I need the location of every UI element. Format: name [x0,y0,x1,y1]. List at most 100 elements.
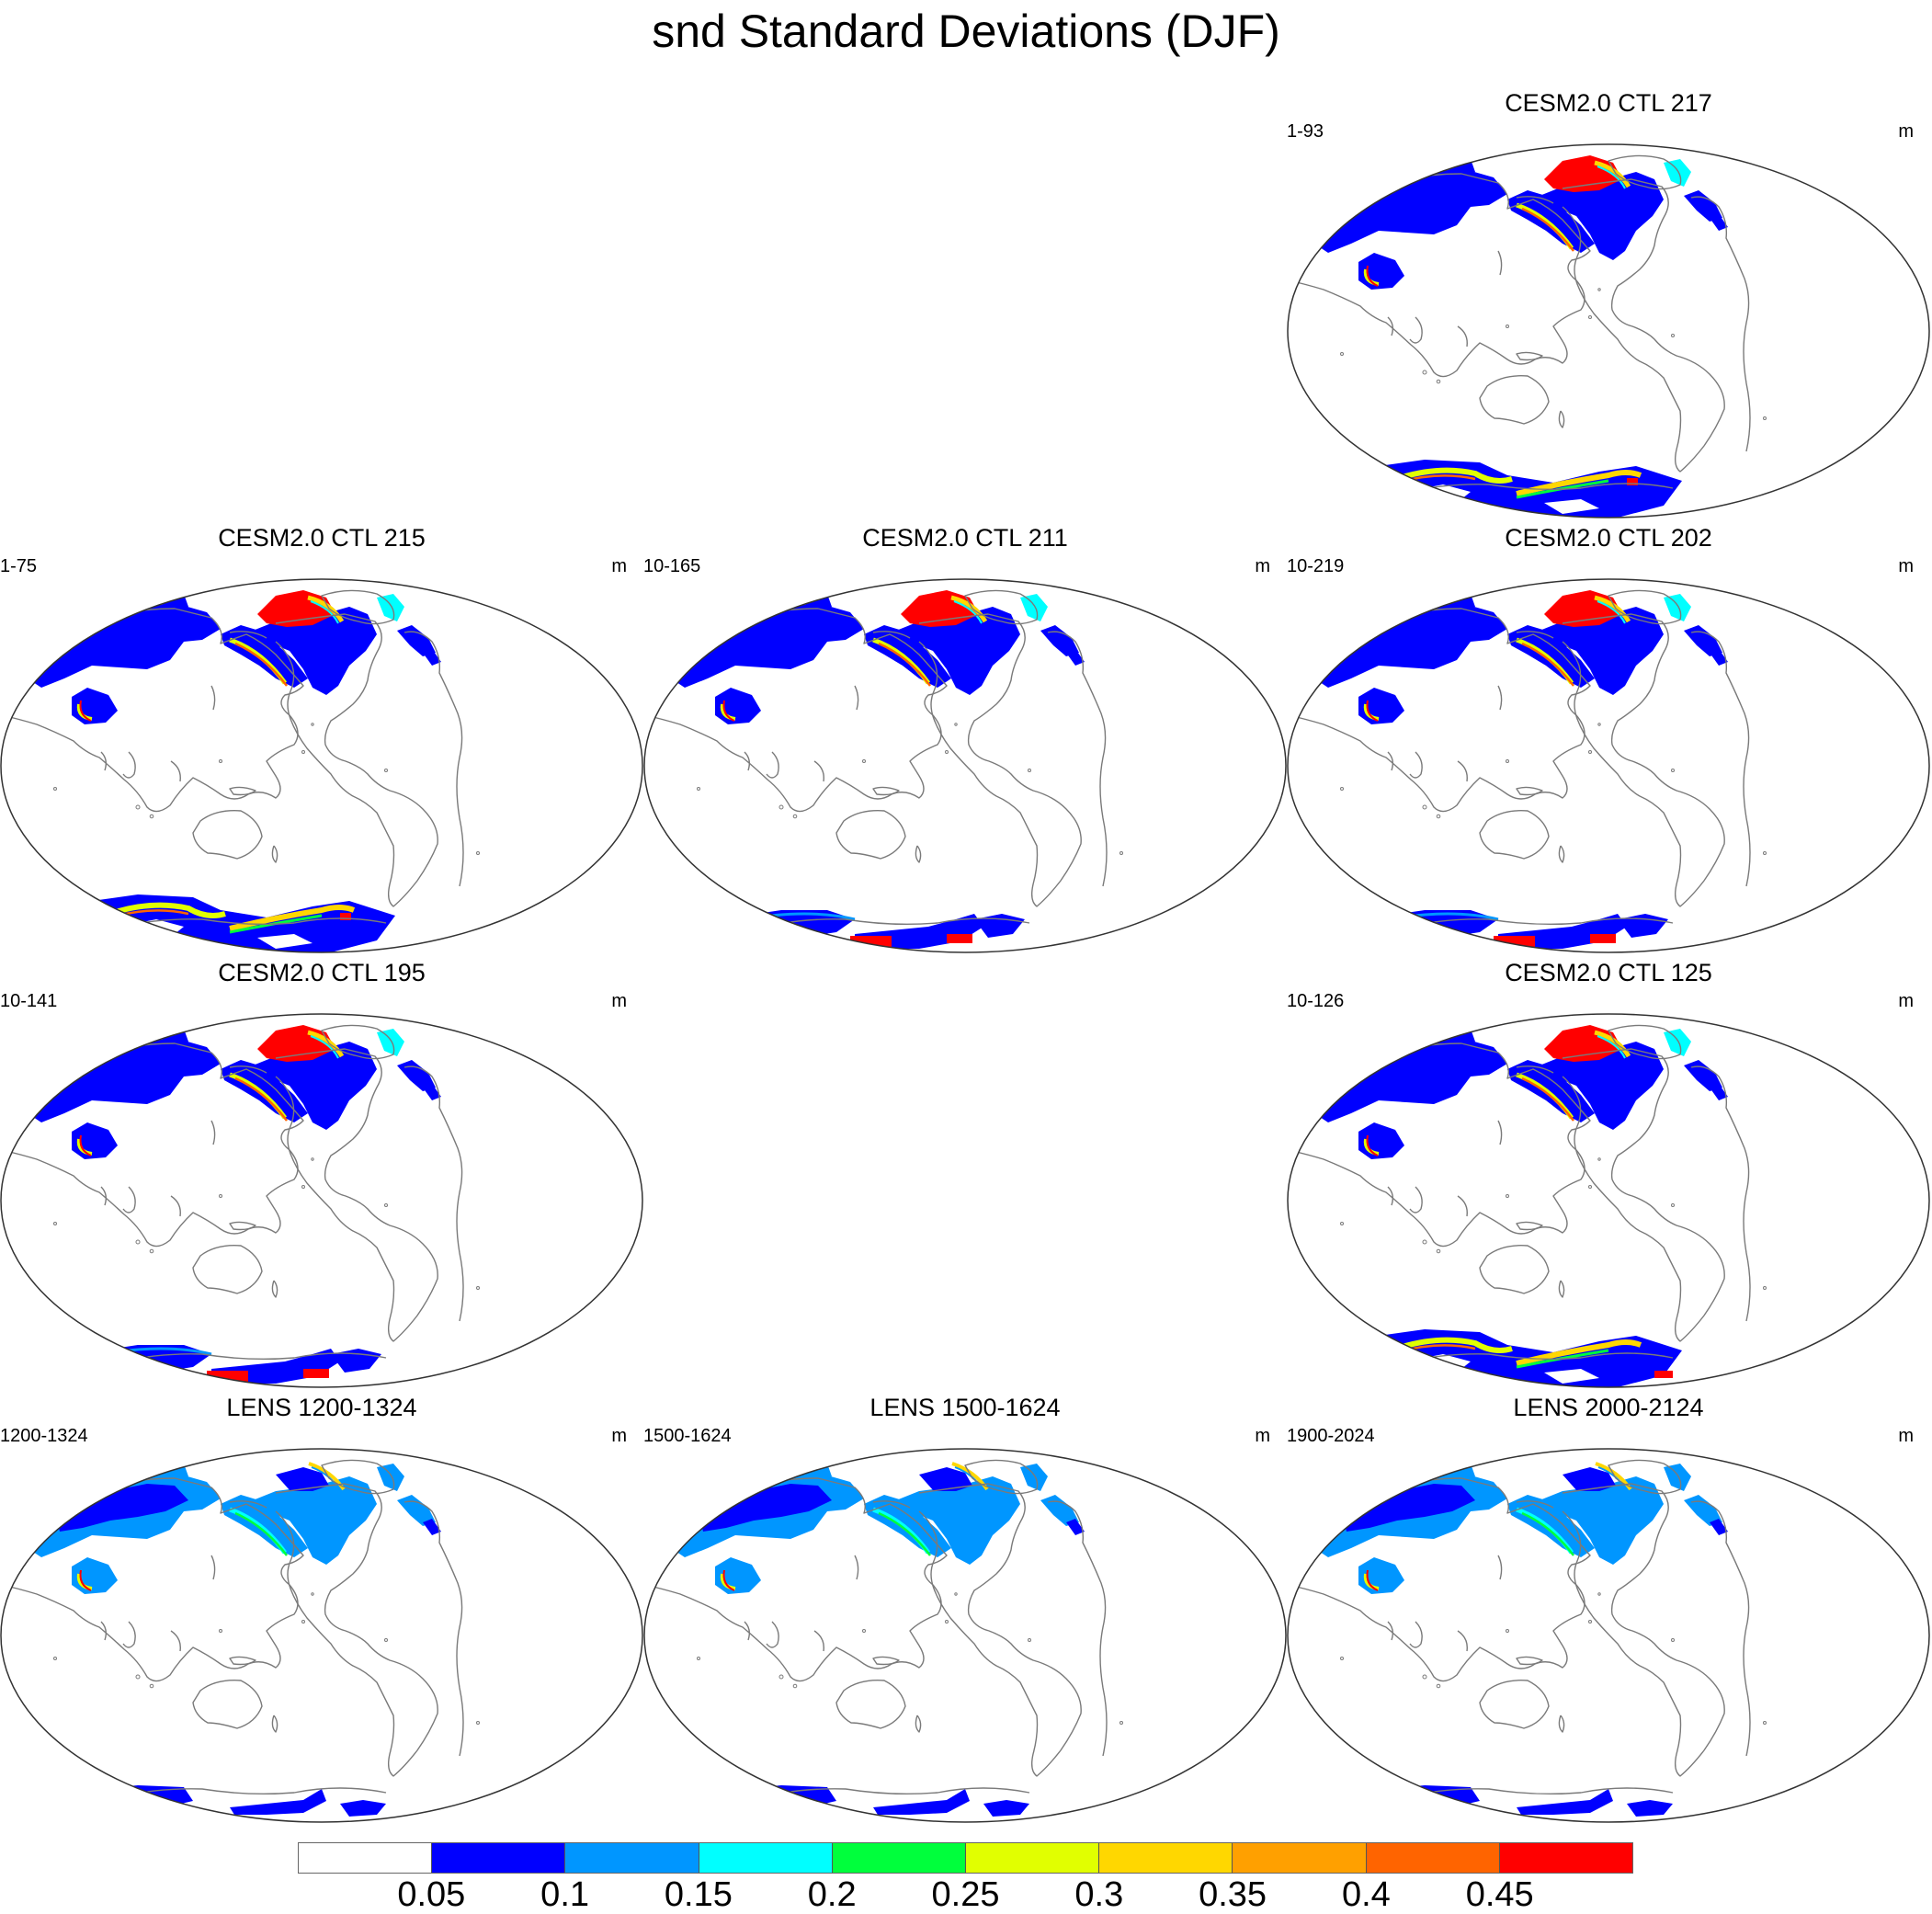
colorbar-labels: 0.05 0.1 0.15 0.2 0.25 0.3 0.35 0.4 0.45 [298,1875,1633,1914]
snow-field [1684,1495,1722,1526]
map-border [643,578,1287,953]
map-border [0,1013,643,1388]
colorbar-box [698,1843,832,1873]
japan-coast [210,1555,216,1580]
snow-field [1507,1060,1595,1122]
snow-field [377,1464,404,1491]
island-coast [1763,851,1767,855]
snow-field [1654,1371,1673,1378]
bering-coast [229,1065,267,1074]
australia-coast [1479,1245,1550,1294]
colorbar-label: 0.2 [807,1875,857,1914]
island-coast [778,1674,784,1680]
panel-years: 10-141 [0,991,58,1011]
snow-field [873,1789,970,1815]
colorbar [298,1842,1633,1874]
snow-field [377,1029,404,1056]
snow-field [221,625,308,688]
figure-title: snd Standard Deviations (DJF) [652,6,1280,57]
snow-field [1710,1084,1728,1100]
panel-years: 1500-1624 [643,1426,732,1446]
snow-field [423,1519,441,1535]
greenland-coast [1608,1024,1682,1060]
greenland-coast [321,589,395,625]
island-coast [1763,416,1767,420]
panel-years: 1-93 [1287,121,1324,142]
snow-field [1535,1476,1664,1565]
island-coast [1763,1286,1767,1290]
australia-coast [1479,1680,1550,1729]
island-coast [384,1203,388,1207]
panel-unit: m [1255,556,1270,576]
australia-coast [192,810,263,860]
island-coast [1340,1657,1344,1660]
map-panel-lens-1500: LENS 1500-1624 1500-1624 m [643,1392,1287,1824]
bering-coast [1516,631,1554,639]
map-panel-lens-2000: LENS 2000-2124 1900-2024 m [1287,1392,1930,1824]
island-coast [53,1222,57,1225]
snow-field [221,1060,308,1122]
new-zealand-coast [271,1280,278,1298]
philippines-coast [813,760,824,782]
snow-field [1710,1519,1728,1535]
map-panel-ctl-125: CESM2.0 CTL 125 10-126 m [1287,957,1930,1389]
island-coast [135,1239,141,1245]
panel-unit: m [1898,1426,1914,1446]
island-coast [476,1721,480,1725]
snow-field [1020,1464,1048,1491]
island-coast [1436,379,1441,384]
island-coast [778,804,784,810]
philippines-coast [1457,1630,1468,1652]
island-coast [1597,288,1601,291]
island-coast [219,1629,222,1633]
japan-coast [1497,1120,1503,1145]
island-coast [384,769,388,772]
map-panel-ctl-217: CESM2.0 CTL 217 1-93 m [1287,87,1930,519]
colorbar-label: 0.4 [1341,1875,1391,1914]
snow-field [1590,934,1616,943]
americas-coast [275,613,438,907]
island-coast [945,1620,949,1623]
colorbar-box [1098,1843,1233,1873]
snow-field [340,913,351,920]
panel-years: 1200-1324 [0,1426,88,1446]
africa-europe-coast [403,1500,464,1757]
colorbar-label: 0.1 [540,1875,590,1914]
new-guinea-coast [872,786,900,796]
new-guinea-coast [229,786,256,796]
island-coast [311,1157,314,1161]
panel-unit: m [611,556,627,576]
snow-field [1066,649,1085,666]
island-coast [1436,814,1441,819]
island-coast [1422,1674,1427,1680]
island-coast [1340,1222,1344,1225]
philippines-coast [170,1195,181,1217]
island-coast [792,814,798,819]
new-zealand-coast [1558,1280,1565,1298]
snow-field [1535,1042,1664,1130]
world-map [0,578,643,953]
island-coast [954,1592,958,1596]
island-coast [1671,334,1675,337]
colorbar-box [1365,1843,1499,1873]
indochina-coast [766,1621,779,1648]
island-coast [301,1185,305,1189]
colorbar-box [431,1843,565,1873]
new-guinea-coast [229,1221,256,1231]
new-zealand-coast [915,1715,922,1733]
snow-field [248,1476,377,1565]
australia-coast [835,1680,906,1729]
snow-field [1627,478,1638,485]
map-border [0,1448,643,1823]
indochina-coast [122,1186,136,1213]
island-coast [149,1683,154,1689]
panel-unit: m [611,991,627,1011]
philippines-coast [1457,325,1468,347]
australia-coast [1479,810,1550,860]
japan-coast [1497,1555,1503,1580]
island-coast [135,804,141,810]
colorbar-label: 0.3 [1074,1875,1124,1914]
snow-field [1544,1369,1599,1384]
island-coast [219,1194,222,1198]
japan-coast [854,1555,859,1580]
